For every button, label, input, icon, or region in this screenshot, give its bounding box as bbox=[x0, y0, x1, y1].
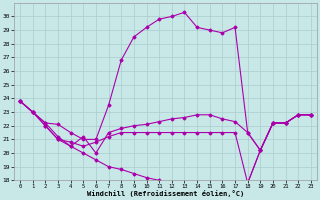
X-axis label: Windchill (Refroidissement éolien,°C): Windchill (Refroidissement éolien,°C) bbox=[87, 190, 244, 197]
